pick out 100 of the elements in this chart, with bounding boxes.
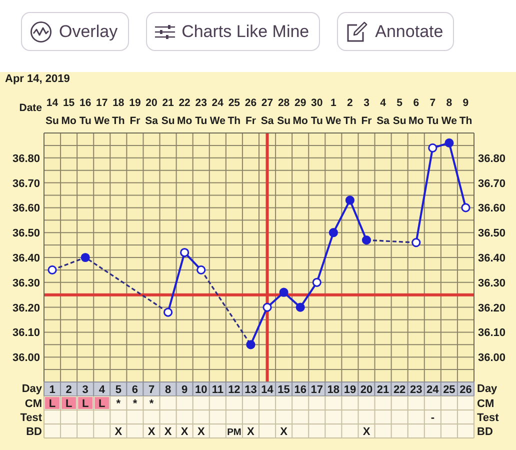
x2-axis-title: Date	[19, 102, 42, 115]
y2-tick-label: 36.00	[478, 352, 506, 364]
y-tick-label: 36.50	[12, 228, 40, 240]
x2-tick-label: 1 We	[326, 97, 342, 127]
text: L	[65, 398, 72, 410]
point	[428, 143, 438, 152]
x-tick-label: 22	[393, 384, 406, 396]
point	[279, 288, 288, 297]
x2-tick-label: 27 Sa	[260, 97, 274, 127]
x2-tick-label: 22 Mo	[176, 97, 192, 127]
y-tick-label: 36.60	[12, 202, 40, 215]
point	[180, 248, 190, 258]
x-tick-label: 2	[66, 384, 72, 396]
y-tick-label: CM	[24, 398, 42, 410]
y-tick-label: Test	[20, 412, 42, 424]
x-tick-label: 8	[164, 384, 172, 396]
text: Charts Like Mine	[182, 22, 310, 42]
text: Day	[477, 383, 498, 395]
x-tick-label: 21	[376, 384, 390, 396]
text: X	[164, 426, 172, 438]
x2-tick-label: 28 Su	[277, 97, 291, 127]
x2-tick-label: 19 Fr	[129, 97, 141, 127]
point	[262, 302, 272, 312]
point	[444, 138, 454, 148]
x2-tick-label: 25 Th	[228, 97, 241, 127]
y2-tick-label: 36.70	[478, 178, 506, 190]
x2-tick-label: 2 Th	[344, 97, 356, 127]
y-tick-label: 36.80	[12, 152, 40, 165]
x-tick-label: 17	[310, 384, 324, 396]
point	[328, 228, 338, 238]
x2-tick-label: 6 Mo	[408, 97, 424, 127]
text: *	[132, 398, 138, 410]
x-tick-label: 6	[132, 384, 138, 396]
x-tick-label: 20	[360, 384, 373, 396]
x-tick-label: 16	[294, 384, 306, 396]
x-tick-label: 3	[82, 384, 88, 396]
y-tick-label: 36.00	[12, 352, 40, 364]
text: L	[82, 398, 89, 410]
x2-tick-label: 9 Th	[459, 97, 472, 127]
point	[48, 265, 57, 274]
x2-tick-label: 20 Sa	[145, 97, 158, 127]
x-axis-title: Day	[22, 383, 42, 396]
y2-tick-label: CM	[477, 398, 494, 410]
y2-tick-label: 36.30	[478, 277, 506, 290]
point	[296, 302, 305, 312]
y2-tick-label: 36.50	[478, 228, 506, 240]
x-tick-label: 15	[278, 384, 290, 396]
text: L	[48, 398, 56, 410]
text: Overlay	[59, 22, 118, 42]
x2-tick-label: 24 We	[210, 97, 226, 127]
text: X	[197, 426, 205, 438]
x2-tick-label: 23 Tu	[195, 97, 208, 127]
x-tick-label: 1	[49, 384, 56, 396]
text: PM	[227, 427, 242, 438]
x-tick-label: 9	[182, 384, 188, 396]
y2-tick-label: 36.80	[478, 152, 506, 165]
x2-tick-label: 15 Mo	[61, 97, 76, 127]
text: L	[98, 398, 106, 410]
x-tick-label: 18	[327, 384, 340, 396]
point	[362, 236, 372, 245]
x2-tick-label: 5 Su	[392, 97, 406, 127]
text: X	[280, 426, 288, 438]
x2-tick-label: 29 Mo	[292, 97, 308, 127]
x2-tick-label: 16 Tu	[79, 97, 92, 127]
x-tick-label: 5	[115, 384, 122, 396]
x-tick-label: 26	[460, 384, 472, 396]
x-tick-label: 11	[212, 384, 224, 396]
point	[80, 252, 90, 262]
text: X	[362, 426, 370, 438]
point	[461, 203, 470, 212]
x2-tick-label: 3 Fr	[361, 97, 372, 127]
text: -	[430, 412, 434, 424]
x2-tick-label: 17 We	[94, 97, 110, 127]
text: *	[116, 398, 121, 410]
point	[312, 278, 322, 287]
x-tick-label: 23	[410, 384, 422, 396]
x2-tick-label: 18 Th	[112, 97, 125, 127]
x-tick-label: 13	[244, 384, 257, 396]
x-tick-label: 7	[148, 384, 155, 396]
x2-tick-label: 14 Su	[46, 97, 59, 127]
x-tick-label: 24	[426, 384, 440, 396]
x-tick-label: 19	[344, 384, 356, 396]
x2-tick-label: 30 Tu	[310, 97, 323, 127]
text: *	[149, 398, 154, 410]
x-tick-label: 4	[98, 384, 106, 396]
y2-tick-label: 36.20	[478, 302, 506, 314]
x2-tick-label: 4 Sa	[376, 97, 390, 127]
x2-tick-label: 26 Fr	[244, 97, 257, 127]
chart-title: Apr 14, 2019	[5, 73, 70, 86]
y-tick-label: 36.20	[12, 302, 40, 314]
x-tick-label: 10	[194, 384, 208, 396]
y2-tick-label: 36.40	[478, 252, 506, 264]
y2-tick-label: 36.60	[478, 202, 506, 215]
text: Annotate	[375, 22, 444, 42]
point	[412, 238, 421, 248]
point	[345, 196, 355, 205]
point	[163, 308, 173, 317]
y2-tick-label: Test	[477, 412, 500, 424]
y-tick-label: 36.10	[12, 327, 40, 340]
y-tick-label: 36.30	[12, 277, 40, 290]
